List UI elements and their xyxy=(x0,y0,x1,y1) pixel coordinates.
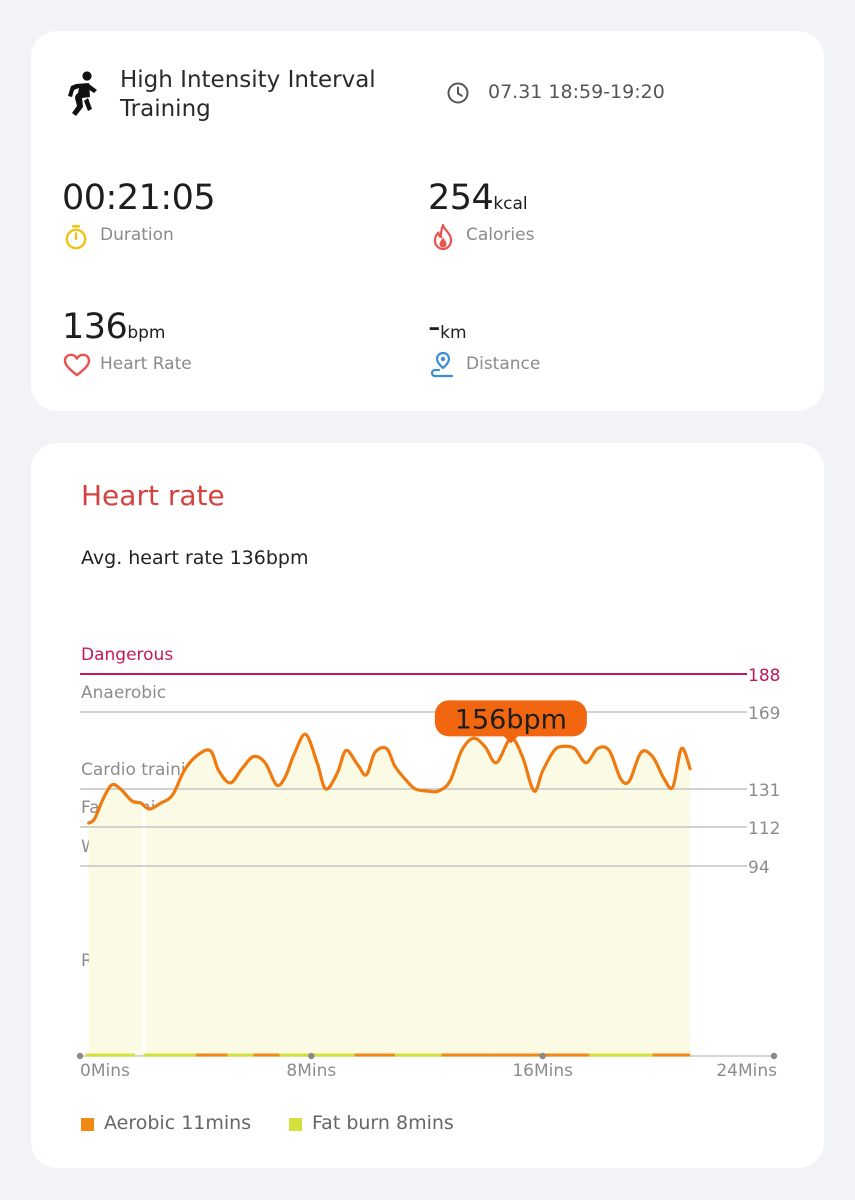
x-tick-label: 16Mins xyxy=(512,1061,573,1081)
workout-title-line2: Training xyxy=(120,96,211,122)
x-tick-dot xyxy=(308,1052,315,1060)
flame-icon xyxy=(433,223,453,251)
avg-heart-rate-text: Avg. heart rate 136bpm xyxy=(81,547,309,569)
heart-rate-label: Heart Rate xyxy=(100,354,192,374)
heart-rate-card: Heart rate Avg. heart rate 136bpm Danger… xyxy=(31,443,824,1168)
x-tick-label: 0Mins xyxy=(80,1061,130,1081)
duration-label: Duration xyxy=(100,225,174,245)
stopwatch-icon xyxy=(65,225,87,250)
zone-label-cardio-training: Cardio training xyxy=(81,760,208,780)
calories-label: Calories xyxy=(466,225,535,245)
zone-label-anaerobic: Anaerobic xyxy=(81,683,167,703)
calories-value: 254 xyxy=(428,178,494,218)
legend-label-fat-burn: Fat burn 8mins xyxy=(312,1112,454,1134)
zone-threshold-dangerous: 188 xyxy=(748,666,780,686)
x-tick-dot xyxy=(770,1052,778,1060)
peak-bubble xyxy=(434,700,587,737)
heart-rate-title: Heart rate xyxy=(81,479,225,512)
route-pin-icon xyxy=(430,351,454,378)
heart-rate-unit: bpm xyxy=(127,323,166,343)
calories-unit: kcal xyxy=(493,194,528,214)
heart-rate-value-group: 136bpm xyxy=(62,307,165,347)
heart-rate-area-fill xyxy=(88,734,691,1056)
distance-unit: km xyxy=(440,323,467,343)
zone-label-dangerous: Dangerous xyxy=(81,645,174,665)
heart-rate-line xyxy=(87,732,692,825)
x-tick-dot xyxy=(539,1052,546,1060)
x-tick-label: 24Mins xyxy=(716,1061,777,1081)
workout-time-range: 07.31 18:59-19:20 xyxy=(488,81,665,103)
distance-value: - xyxy=(428,307,441,347)
zone-threshold-cardio-training: 131 xyxy=(748,781,780,801)
legend-swatch-fat-burn xyxy=(289,1118,302,1131)
distance-value-group: -km xyxy=(428,307,467,347)
zone-threshold-warm-up: 94 xyxy=(748,858,770,878)
duration-value: 00:21:05 xyxy=(62,178,216,218)
zone-threshold-fat-burning: 112 xyxy=(748,819,780,839)
heart-rate-value: 136 xyxy=(62,307,128,347)
heart-rate-chart: 188 169 131 112 94 0Mins 8Mins 16Mins 24Mins 156b… xyxy=(76,666,780,1081)
heart-icon xyxy=(63,353,91,377)
running-person-icon xyxy=(68,71,97,116)
workout-title-line1: High Intensity Interval xyxy=(120,67,376,93)
zone-threshold-anaerobic: 169 xyxy=(748,704,780,724)
calories-value-group: 254kcal xyxy=(428,178,528,218)
workout-summary-card: High Intensity Interval Training 07.31 1… xyxy=(31,31,824,411)
clock-icon xyxy=(447,82,469,104)
x-tick-dot xyxy=(76,1052,84,1060)
peak-label: 156bpm xyxy=(455,704,567,735)
duration-value-group: 00:21:05 xyxy=(62,178,216,218)
peak-bubble-pointer xyxy=(502,735,519,744)
legend-label-aerobic: Aerobic 11mins xyxy=(104,1112,252,1134)
distance-label: Distance xyxy=(466,354,541,374)
legend-swatch-aerobic xyxy=(81,1118,94,1131)
x-tick-label: 8Mins xyxy=(286,1061,336,1081)
